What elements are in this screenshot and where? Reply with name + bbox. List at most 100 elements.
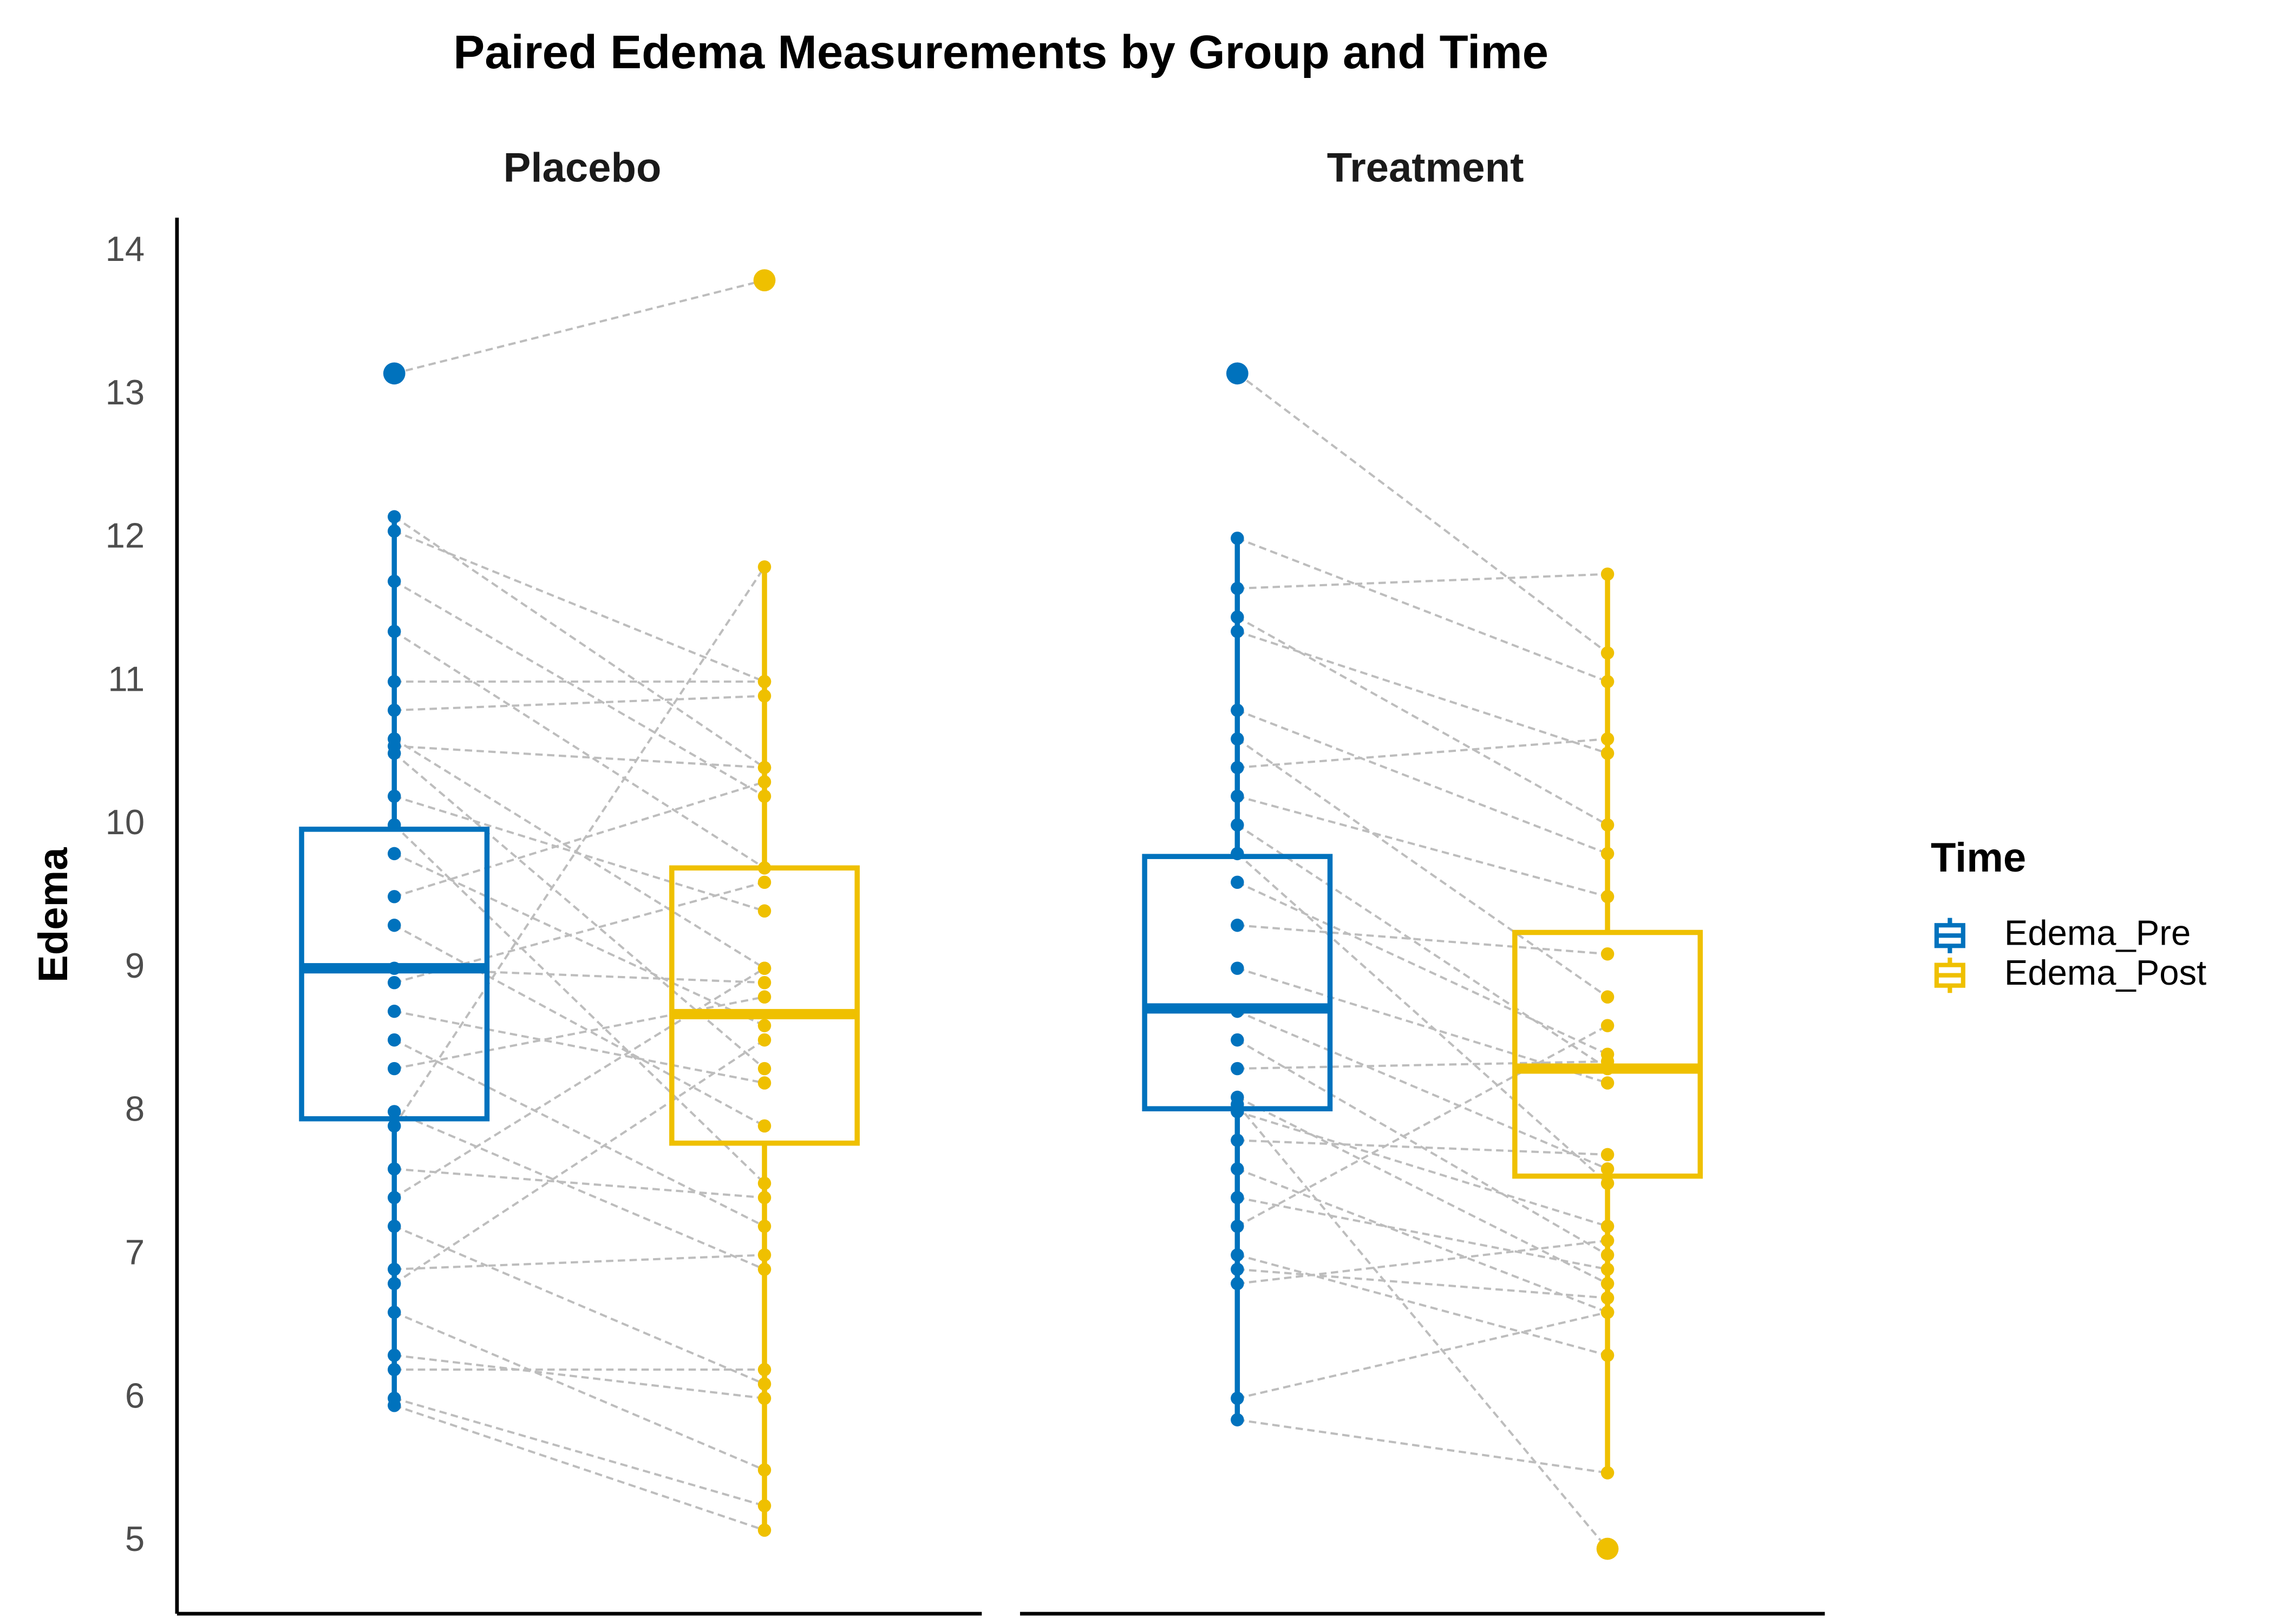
- data-point: [1600, 1248, 1615, 1262]
- pair-line: [1237, 1268, 1608, 1299]
- data-point: [757, 990, 772, 1004]
- data-point: [1600, 1262, 1615, 1276]
- outlier-point: [1596, 1537, 1619, 1560]
- data-point: [1231, 625, 1244, 638]
- pair-line: [1237, 738, 1608, 769]
- y-tick-label: 5: [125, 1519, 145, 1558]
- data-point: [1600, 947, 1615, 961]
- data-point: [388, 1276, 401, 1291]
- data-point: [388, 1033, 401, 1047]
- data-point: [1600, 1019, 1615, 1032]
- pair-line: [1237, 738, 1609, 998]
- data-point: [757, 675, 772, 689]
- y-tick-label: 7: [125, 1232, 145, 1272]
- data-point: [1231, 961, 1244, 975]
- data-point: [757, 761, 772, 775]
- data-point: [1600, 1305, 1615, 1319]
- pair-line: [1237, 1418, 1608, 1474]
- pair-line: [394, 1225, 765, 1385]
- pair-line: [1237, 709, 1608, 855]
- pair-line: [1237, 1239, 1608, 1285]
- y-tick-label: 12: [106, 516, 145, 555]
- outlier-point: [383, 362, 406, 385]
- pair-line: [393, 752, 766, 1070]
- data-point: [757, 1262, 772, 1276]
- data-point: [1231, 732, 1244, 746]
- data-point: [1231, 703, 1244, 717]
- data-point: [388, 818, 401, 832]
- pair-line: [394, 1354, 765, 1400]
- pair-line: [394, 795, 765, 912]
- data-point: [1600, 1055, 1615, 1069]
- data-point: [388, 1105, 401, 1118]
- data-point: [1231, 919, 1244, 932]
- data-point: [1231, 1004, 1244, 1018]
- pair-line: [394, 967, 766, 1199]
- y-tick-label: 9: [125, 946, 145, 985]
- pair-line: [394, 530, 765, 683]
- y-tick-label: 10: [106, 802, 145, 842]
- pair-line: [1237, 1311, 1608, 1400]
- pair-line: [394, 1404, 765, 1531]
- pair-line: [394, 695, 765, 712]
- data-point: [1600, 890, 1615, 903]
- data-point: [757, 1463, 772, 1477]
- facet-label: Treatment: [1327, 145, 1524, 191]
- data-point: [1231, 1391, 1244, 1405]
- data-point: [757, 1248, 772, 1262]
- pair-line: [1237, 881, 1608, 1056]
- data-point: [1231, 1413, 1244, 1426]
- data-point: [757, 1191, 772, 1204]
- data-point: [388, 1004, 401, 1018]
- outlier-point: [1226, 362, 1249, 385]
- data-point: [757, 1391, 772, 1405]
- pair-line: [1237, 1254, 1608, 1357]
- data-point: [1600, 1076, 1615, 1090]
- data-point: [1231, 1262, 1244, 1276]
- data-point: [757, 1019, 772, 1032]
- data-point: [1600, 847, 1615, 861]
- data-point: [388, 574, 401, 588]
- data-point: [388, 1062, 401, 1076]
- y-tick-label: 6: [125, 1376, 145, 1415]
- data-point: [1600, 1348, 1615, 1362]
- data-point: [757, 689, 772, 703]
- pair-line: [394, 745, 765, 769]
- pair-line: [1237, 573, 1608, 590]
- pair-line: [394, 1039, 765, 1228]
- data-point: [388, 1305, 401, 1319]
- data-point: [1600, 1466, 1615, 1479]
- data-point: [1600, 1291, 1615, 1305]
- facet-label: Placebo: [504, 145, 662, 191]
- data-point: [1231, 581, 1244, 595]
- data-point: [388, 1262, 401, 1276]
- data-point: [1600, 567, 1615, 581]
- pair-line: [394, 279, 765, 375]
- data-point: [388, 703, 401, 717]
- data-point: [1600, 1220, 1615, 1233]
- pair-line: [394, 1311, 765, 1471]
- data-point: [757, 1062, 772, 1076]
- legend-label: Edema_Pre: [2004, 913, 2191, 952]
- y-tick-label: 11: [108, 659, 145, 698]
- data-point: [1231, 1220, 1244, 1233]
- data-point: [757, 1220, 772, 1233]
- data-point: [388, 789, 401, 803]
- pair-line: [394, 1110, 765, 1271]
- data-point: [757, 1499, 772, 1512]
- data-point: [388, 625, 401, 638]
- data-point: [388, 675, 401, 689]
- data-point: [1600, 1234, 1615, 1248]
- chart-title: Paired Edema Measurements by Group and T…: [453, 26, 1548, 78]
- data-point: [388, 1399, 401, 1412]
- pair-line: [1237, 372, 1609, 654]
- data-point: [388, 746, 401, 760]
- pair-line: [1236, 1103, 1609, 1550]
- data-point: [388, 919, 401, 932]
- pair-line: [1237, 924, 1608, 955]
- data-point: [388, 890, 401, 903]
- data-point: [757, 560, 772, 574]
- data-point: [757, 961, 772, 975]
- pair-line: [1237, 1039, 1609, 1256]
